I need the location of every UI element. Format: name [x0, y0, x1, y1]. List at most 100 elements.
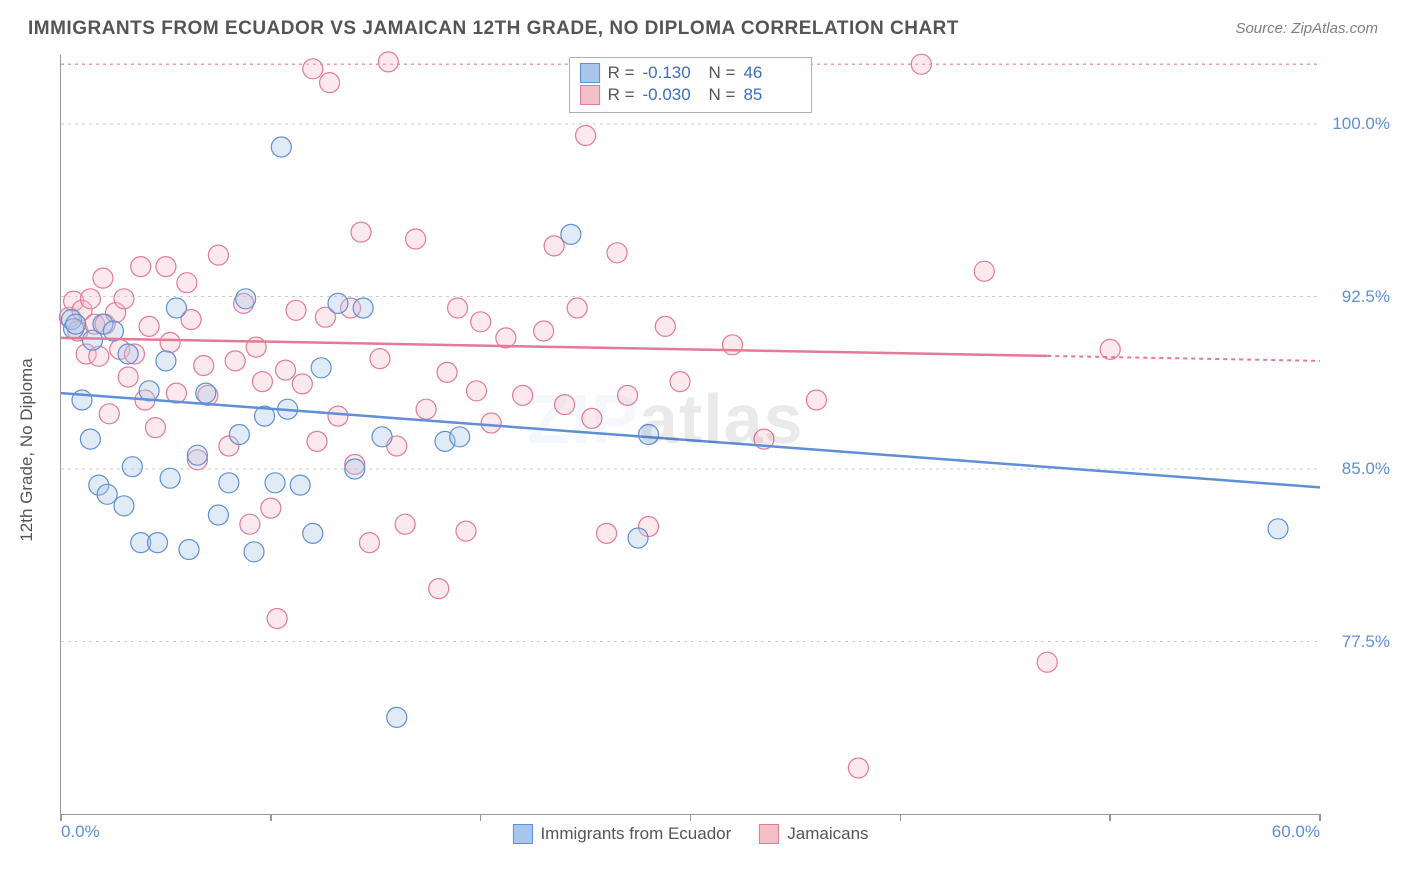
data-point-ecuador — [97, 484, 117, 504]
data-point-ecuador — [353, 298, 373, 318]
data-point-ecuador — [80, 429, 100, 449]
data-point-jamaican — [208, 245, 228, 265]
x-tick-mark — [1319, 814, 1321, 821]
trendline-jamaican — [61, 338, 1047, 356]
legend-swatch-ecuador — [512, 824, 532, 844]
stats-r-value: -0.030 — [643, 85, 701, 105]
data-point-ecuador — [628, 528, 648, 548]
x-tick-mark — [900, 814, 902, 821]
data-point-jamaican — [555, 395, 575, 415]
data-point-jamaican — [177, 273, 197, 293]
x-tick-mark — [270, 814, 272, 821]
data-point-jamaican — [240, 514, 260, 534]
data-point-ecuador — [372, 427, 392, 447]
data-point-ecuador — [290, 475, 310, 495]
data-point-jamaican — [618, 385, 638, 405]
data-point-jamaican — [416, 399, 436, 419]
data-point-jamaican — [437, 362, 457, 382]
stats-r-label: R = — [608, 85, 635, 105]
data-point-ecuador — [311, 358, 331, 378]
source-label: Source: ZipAtlas.com — [1235, 18, 1378, 37]
y-tick-label: 77.5% — [1342, 632, 1390, 652]
data-point-ecuador — [196, 383, 216, 403]
stats-n-label: N = — [709, 63, 736, 83]
stats-row-ecuador: R =-0.130N =46 — [580, 62, 802, 84]
data-point-jamaican — [567, 298, 587, 318]
data-point-jamaican — [722, 335, 742, 355]
data-point-ecuador — [236, 289, 256, 309]
data-point-jamaican — [225, 351, 245, 371]
data-point-jamaican — [582, 408, 602, 428]
data-point-jamaican — [267, 609, 287, 629]
data-point-jamaican — [156, 257, 176, 277]
data-point-jamaican — [576, 126, 596, 146]
data-point-ecuador — [114, 496, 134, 516]
stats-r-value: -0.130 — [643, 63, 701, 83]
data-point-jamaican — [252, 372, 272, 392]
data-point-ecuador — [179, 540, 199, 560]
x-tick-mark — [690, 814, 692, 821]
data-point-jamaican — [848, 758, 868, 778]
data-point-ecuador — [271, 137, 291, 157]
chart-svg — [61, 55, 1320, 814]
legend-item-jamaican: Jamaicans — [759, 824, 868, 844]
data-point-jamaican — [471, 312, 491, 332]
data-point-jamaican — [93, 268, 113, 288]
y-tick-label: 85.0% — [1342, 459, 1390, 479]
data-point-jamaican — [80, 289, 100, 309]
data-point-ecuador — [160, 468, 180, 488]
data-point-jamaican — [118, 367, 138, 387]
data-point-jamaican — [670, 372, 690, 392]
data-point-jamaican — [406, 229, 426, 249]
data-point-ecuador — [166, 298, 186, 318]
data-point-jamaican — [286, 300, 306, 320]
x-tick-mark — [1109, 814, 1111, 821]
data-point-jamaican — [974, 261, 994, 281]
stats-legend-box: R =-0.130N =46R =-0.030N =85 — [569, 57, 813, 113]
data-point-ecuador — [118, 344, 138, 364]
data-point-ecuador — [66, 314, 86, 334]
data-point-jamaican — [261, 498, 281, 518]
swatch-jamaican — [580, 85, 600, 105]
data-point-jamaican — [395, 514, 415, 534]
data-point-jamaican — [481, 413, 501, 433]
x-tick-mark — [60, 814, 62, 821]
series-legend: Immigrants from Ecuador Jamaicans — [512, 824, 868, 844]
data-point-jamaican — [292, 374, 312, 394]
data-point-ecuador — [450, 427, 470, 447]
chart-title: IMMIGRANTS FROM ECUADOR VS JAMAICAN 12TH… — [28, 18, 959, 40]
data-point-ecuador — [139, 381, 159, 401]
data-point-jamaican — [466, 381, 486, 401]
data-point-jamaican — [359, 533, 379, 553]
data-point-ecuador — [148, 533, 168, 553]
legend-label: Immigrants from Ecuador — [540, 824, 731, 844]
swatch-ecuador — [580, 63, 600, 83]
data-point-ecuador — [187, 445, 207, 465]
data-point-jamaican — [303, 59, 323, 79]
data-point-ecuador — [244, 542, 264, 562]
data-point-jamaican — [1100, 339, 1120, 359]
y-axis-label: 12th Grade, No Diploma — [17, 358, 37, 541]
data-point-jamaican — [429, 579, 449, 599]
data-point-jamaican — [351, 222, 371, 242]
data-point-jamaican — [160, 333, 180, 353]
data-point-ecuador — [219, 473, 239, 493]
data-point-ecuador — [303, 523, 323, 543]
data-point-jamaican — [378, 52, 398, 72]
stats-n-label: N = — [709, 85, 736, 105]
data-point-jamaican — [1037, 652, 1057, 672]
data-point-jamaican — [806, 390, 826, 410]
data-point-ecuador — [345, 459, 365, 479]
plot-region: ZIPatlas R =-0.130N =46R =-0.030N =85 Im… — [60, 55, 1320, 815]
data-point-jamaican — [99, 404, 119, 424]
data-point-jamaican — [194, 356, 214, 376]
trendline-ext-jamaican — [1047, 356, 1320, 361]
data-point-jamaican — [597, 523, 617, 543]
data-point-jamaican — [456, 521, 476, 541]
x-tick-label: 0.0% — [61, 822, 100, 842]
data-point-jamaican — [544, 236, 564, 256]
trendline-ecuador — [61, 393, 1320, 487]
legend-item-ecuador: Immigrants from Ecuador — [512, 824, 731, 844]
data-point-ecuador — [561, 224, 581, 244]
data-point-ecuador — [208, 505, 228, 525]
